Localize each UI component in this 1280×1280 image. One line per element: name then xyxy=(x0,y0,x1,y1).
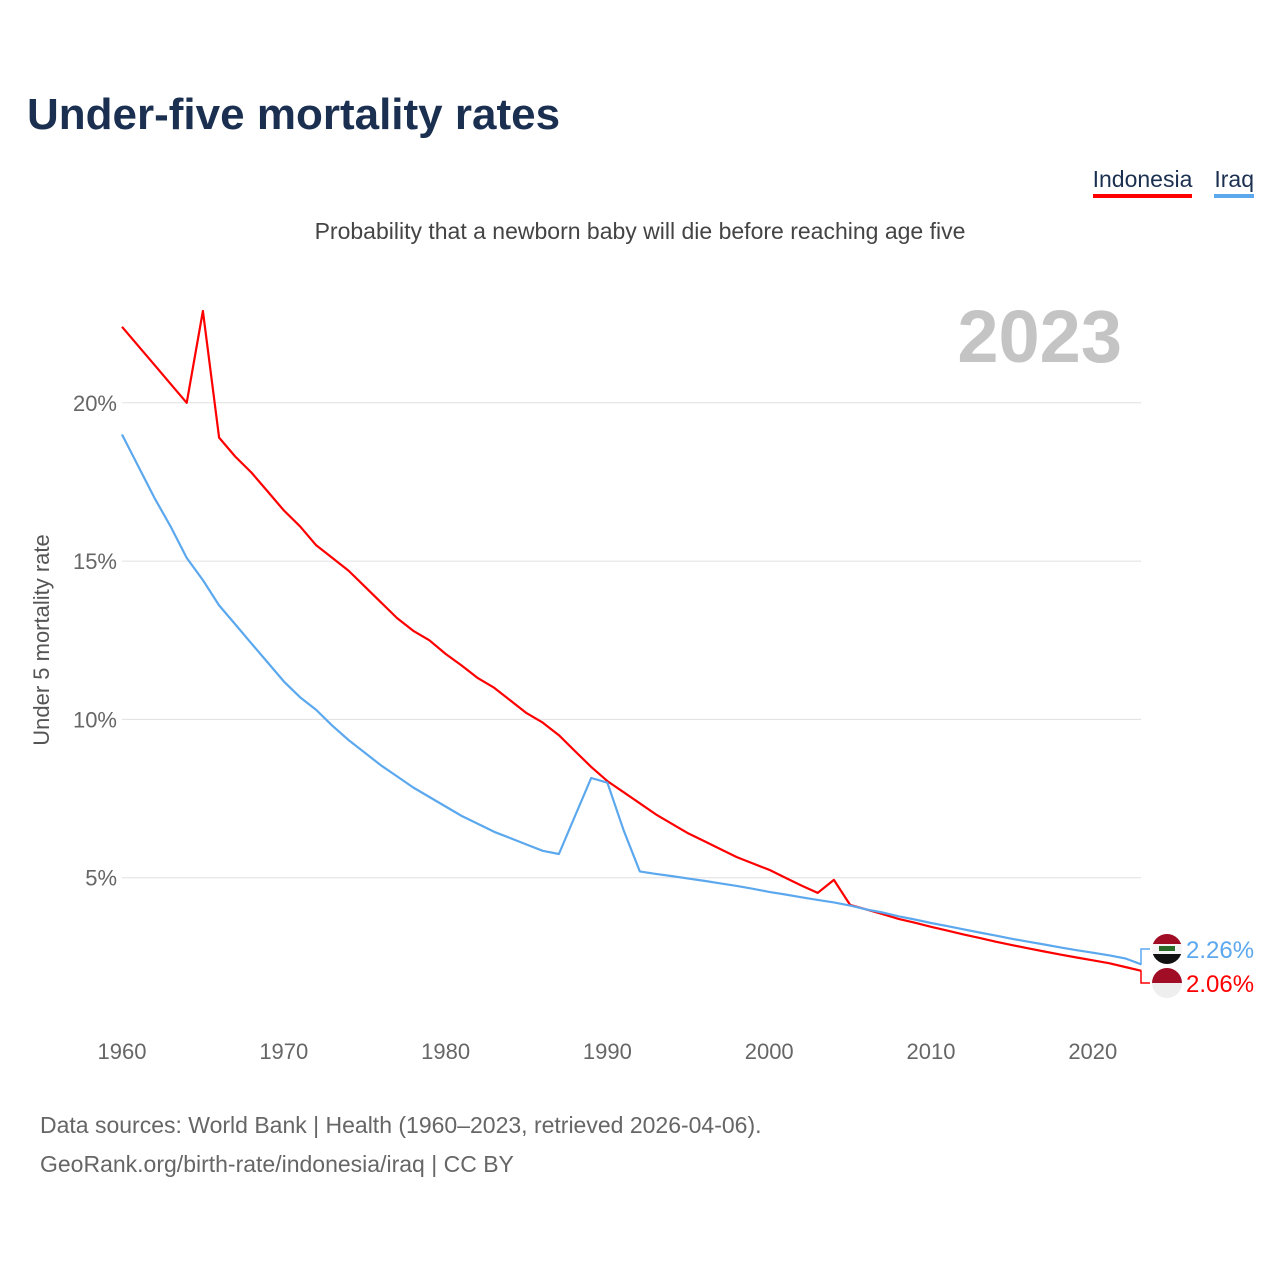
y-tick-label: 20% xyxy=(73,391,117,416)
end-label-connector xyxy=(1140,948,1150,966)
x-tick-label: 1990 xyxy=(583,1039,632,1064)
source-link[interactable]: GeoRank.org/birth-rate/indonesia/iraq | … xyxy=(40,1151,514,1177)
end-value-label-indonesia: 2.06% xyxy=(1186,971,1254,998)
series-line-iraq xyxy=(121,433,1142,966)
data-source: Data sources: World Bank | Health (1960–… xyxy=(40,1112,762,1138)
end-label-connector xyxy=(1140,970,1150,984)
series-line-indonesia xyxy=(121,309,1142,972)
x-tick-label: 1960 xyxy=(98,1039,147,1064)
indonesia-flag-icon xyxy=(1152,968,1182,998)
y-tick-label: 10% xyxy=(73,707,117,732)
chart-subtitle: Probability that a newborn baby will die… xyxy=(314,218,966,244)
x-tick-label: 1970 xyxy=(259,1039,308,1064)
x-tick-label: 1980 xyxy=(421,1039,470,1064)
x-tick-label: 2020 xyxy=(1068,1039,1117,1064)
y-tick-label: 5% xyxy=(85,866,117,891)
legend-item-indonesia[interactable]: Indonesia xyxy=(1092,166,1193,198)
y-tick-label: 15% xyxy=(73,549,117,574)
year-indicator: 2023 xyxy=(957,295,1122,378)
legend-item-iraq[interactable]: Iraq xyxy=(1214,166,1254,198)
footer: Data sources: World Bank | Health (1960–… xyxy=(40,1106,762,1184)
x-tick-label: 2000 xyxy=(745,1039,794,1064)
legend: Indonesia Iraq xyxy=(1092,166,1254,198)
x-tick-label: 2010 xyxy=(907,1039,956,1064)
chart-title: Under-five mortality rates xyxy=(27,90,561,139)
iraq-flag-icon xyxy=(1152,934,1182,964)
end-value-label-iraq: 2.26% xyxy=(1186,937,1254,964)
